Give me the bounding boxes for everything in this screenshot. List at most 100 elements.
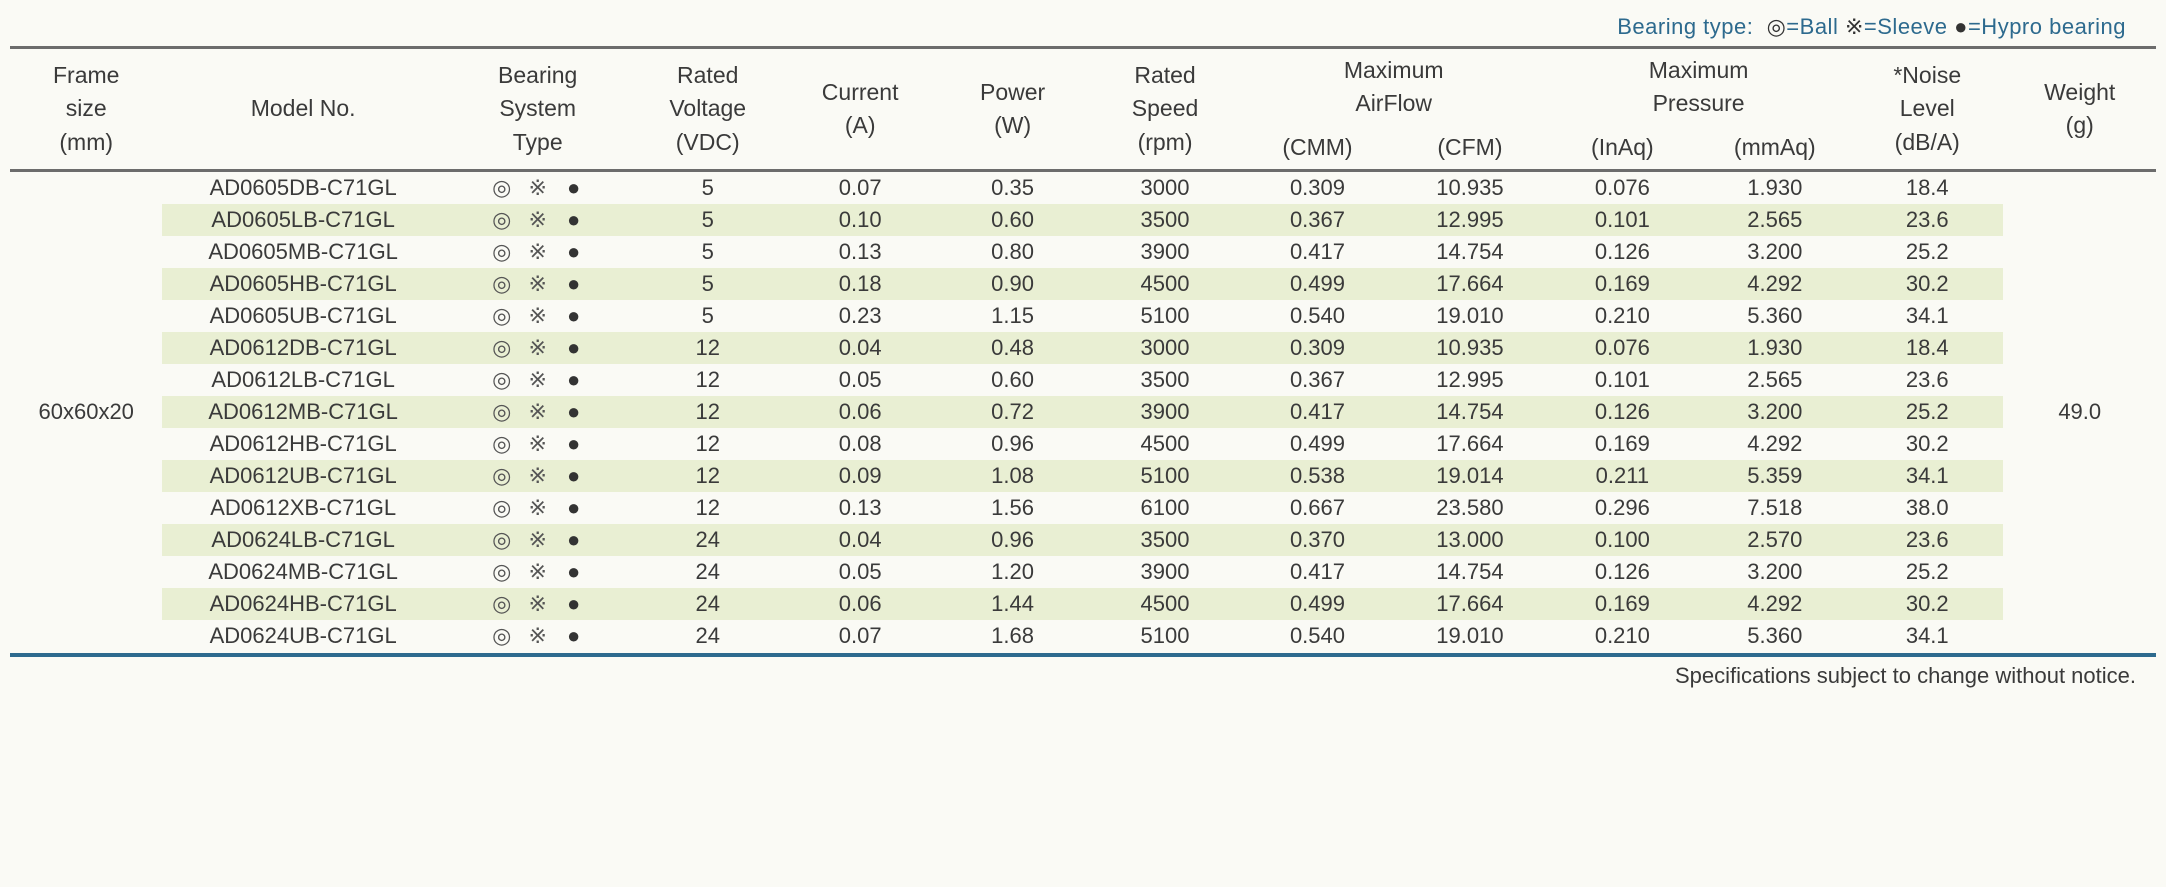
cell-rpm: 3000 [1089, 171, 1241, 205]
cell-rpm: 4500 [1089, 588, 1241, 620]
cell-cfm: 23.580 [1394, 492, 1546, 524]
sleeve-icon: ※ [520, 335, 556, 361]
hypro-icon: ● [556, 335, 592, 361]
cell-a: 0.06 [784, 396, 936, 428]
sleeve-icon: ※ [520, 463, 556, 489]
cell-bearing-icons: ◎※● [444, 268, 632, 300]
cell-a: 0.13 [784, 492, 936, 524]
cell-v: 5 [632, 204, 784, 236]
spec-table: Frame size (mm) Model No. Bearing System… [10, 46, 2156, 652]
cell-db: 38.0 [1851, 492, 2003, 524]
cell-cfm: 19.010 [1394, 300, 1546, 332]
cell-cmm: 0.499 [1241, 588, 1393, 620]
cell-mmaq: 1.930 [1699, 332, 1851, 364]
cell-v: 12 [632, 332, 784, 364]
cell-db: 25.2 [1851, 556, 2003, 588]
hypro-icon: ● [556, 399, 592, 425]
sleeve-icon: ※ [520, 271, 556, 297]
cell-bearing-icons: ◎※● [444, 460, 632, 492]
hypro-icon: ● [556, 463, 592, 489]
cell-cfm: 10.935 [1394, 332, 1546, 364]
table-row: AD0624LB-C71GL◎※●240.040.9635000.37013.0… [10, 524, 2156, 556]
cell-bearing-icons: ◎※● [444, 236, 632, 268]
cell-db: 25.2 [1851, 236, 2003, 268]
cell-db: 34.1 [1851, 460, 2003, 492]
table-row: AD0612DB-C71GL◎※●120.040.4830000.30910.9… [10, 332, 2156, 364]
cell-cmm: 0.367 [1241, 204, 1393, 236]
cell-v: 12 [632, 428, 784, 460]
footer-note: Specifications subject to change without… [10, 657, 2156, 689]
cell-mmaq: 7.518 [1699, 492, 1851, 524]
cell-cmm: 0.367 [1241, 364, 1393, 396]
col-voltage: Rated Voltage (VDC) [632, 48, 784, 171]
cell-inaq: 0.211 [1546, 460, 1698, 492]
cell-model: AD0612DB-C71GL [162, 332, 443, 364]
table-row: AD0624UB-C71GL◎※●240.071.6851000.54019.0… [10, 620, 2156, 652]
cell-inaq: 0.169 [1546, 588, 1698, 620]
cell-bearing-icons: ◎※● [444, 396, 632, 428]
cell-mmaq: 2.570 [1699, 524, 1851, 556]
hypro-icon: ● [556, 495, 592, 521]
table-row: AD0605MB-C71GL◎※●50.130.8039000.41714.75… [10, 236, 2156, 268]
cell-v: 12 [632, 364, 784, 396]
hypro-icon: ● [556, 591, 592, 617]
legend-hypro: =Hypro bearing [1968, 14, 2126, 39]
col-air-cmm: (CMM) [1241, 126, 1393, 171]
cell-cfm: 14.754 [1394, 236, 1546, 268]
table-row: AD0612HB-C71GL◎※●120.080.9645000.49917.6… [10, 428, 2156, 460]
cell-cmm: 0.499 [1241, 428, 1393, 460]
cell-db: 30.2 [1851, 588, 2003, 620]
hypro-icon: ● [556, 303, 592, 329]
col-noise: *Noise Level (dB/A) [1851, 48, 2003, 171]
col-speed: Rated Speed (rpm) [1089, 48, 1241, 171]
ball-icon: ◎ [484, 591, 520, 617]
cell-bearing-icons: ◎※● [444, 300, 632, 332]
cell-a: 0.18 [784, 268, 936, 300]
col-p-inaq: (InAq) [1546, 126, 1698, 171]
cell-db: 34.1 [1851, 300, 2003, 332]
cell-cfm: 14.754 [1394, 396, 1546, 428]
cell-a: 0.10 [784, 204, 936, 236]
cell-cmm: 0.540 [1241, 300, 1393, 332]
cell-w: 1.15 [936, 300, 1088, 332]
cell-w: 1.08 [936, 460, 1088, 492]
ball-icon: ◎ [484, 399, 520, 425]
sleeve-icon: ※ [520, 527, 556, 553]
cell-inaq: 0.169 [1546, 428, 1698, 460]
cell-cmm: 0.667 [1241, 492, 1393, 524]
cell-w: 0.96 [936, 524, 1088, 556]
ball-icon: ◎ [1767, 14, 1787, 39]
cell-model: AD0624HB-C71GL [162, 588, 443, 620]
col-pressure: Maximum Pressure [1546, 48, 1851, 126]
cell-a: 0.09 [784, 460, 936, 492]
table-row: AD0612UB-C71GL◎※●120.091.0851000.53819.0… [10, 460, 2156, 492]
cell-inaq: 0.169 [1546, 268, 1698, 300]
hypro-icon: ● [556, 623, 592, 649]
legend-label: Bearing type: [1617, 14, 1753, 39]
hypro-icon: ● [556, 367, 592, 393]
col-p-mmaq: (mmAq) [1699, 126, 1851, 171]
cell-a: 0.04 [784, 332, 936, 364]
ball-icon: ◎ [484, 559, 520, 585]
cell-v: 12 [632, 492, 784, 524]
cell-v: 12 [632, 460, 784, 492]
cell-cfm: 17.664 [1394, 588, 1546, 620]
cell-v: 5 [632, 171, 784, 205]
table-row: AD0605HB-C71GL◎※●50.180.9045000.49917.66… [10, 268, 2156, 300]
hypro-icon: ● [556, 527, 592, 553]
cell-db: 34.1 [1851, 620, 2003, 652]
ball-icon: ◎ [484, 431, 520, 457]
cell-model: AD0612XB-C71GL [162, 492, 443, 524]
cell-w: 0.60 [936, 204, 1088, 236]
cell-db: 23.6 [1851, 524, 2003, 556]
sleeve-icon: ※ [520, 175, 556, 201]
cell-rpm: 5100 [1089, 460, 1241, 492]
bearing-type-legend: Bearing type: ◎=Ball ※=Sleeve ●=Hypro be… [10, 10, 2156, 46]
sleeve-icon: ※ [520, 431, 556, 457]
weight: 49.0 [2003, 171, 2156, 653]
cell-rpm: 3900 [1089, 396, 1241, 428]
sleeve-icon: ※ [520, 303, 556, 329]
cell-mmaq: 3.200 [1699, 556, 1851, 588]
table-row: AD0624HB-C71GL◎※●240.061.4445000.49917.6… [10, 588, 2156, 620]
cell-inaq: 0.126 [1546, 236, 1698, 268]
